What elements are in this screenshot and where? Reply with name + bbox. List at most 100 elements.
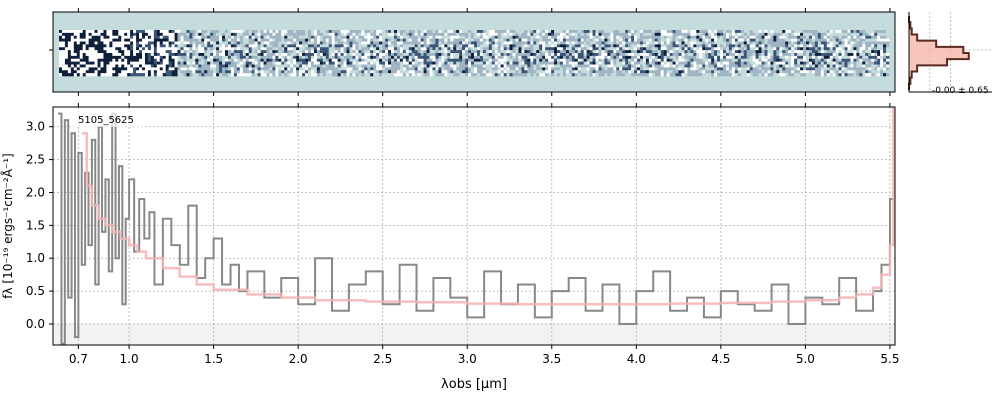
spectrum-2d-pixel — [506, 67, 510, 71]
spectrum-2d-pixel — [559, 70, 564, 74]
spectrum-2d-pixel — [557, 61, 561, 65]
spectrum-2d-pixel — [749, 53, 753, 57]
spectrum-2d-pixel — [230, 55, 235, 60]
spectrum-2d-pixel — [645, 73, 650, 77]
spectrum-2d-pixel — [343, 32, 347, 37]
spectrum-2d-pixel — [548, 55, 552, 60]
spectrum-2d-pixel — [257, 67, 261, 71]
spectrum-2d-pixel — [628, 61, 632, 65]
spectrum-2d-pixel — [153, 44, 158, 48]
spectrum-2d-pixel — [313, 67, 318, 71]
spectrum-2d-pixel — [474, 73, 478, 77]
spectrum-2d-pixel — [388, 38, 392, 42]
spectrum-2d-pixel — [743, 32, 748, 37]
spectrum-2d-pixel — [195, 58, 199, 62]
spectrum-2d-pixel — [838, 53, 842, 57]
spectrum-2d-pixel — [367, 44, 371, 48]
spectrum-2d-pixel — [607, 55, 611, 60]
spectrum-2d-pixel — [791, 58, 795, 62]
spectrum-2d-pixel — [669, 41, 673, 45]
spectrum-2d-pixel — [59, 41, 63, 45]
spectrum-2d-pixel — [100, 70, 104, 74]
spectrum-2d-pixel — [242, 58, 247, 62]
spectrum-2d-pixel — [204, 38, 208, 42]
spectrum-2d-pixel — [844, 38, 848, 42]
spectrum-2d-pixel — [497, 55, 501, 60]
spectrum-2d-pixel — [290, 55, 294, 60]
spectrum-2d-pixel — [642, 73, 647, 77]
spectrum-2d-pixel — [669, 61, 673, 65]
spectrum-2d-pixel — [299, 53, 303, 57]
spectrum-2d-pixel — [690, 38, 694, 42]
spectrum-2d-pixel — [723, 67, 727, 71]
spectrum-2d-pixel — [755, 70, 759, 74]
spectrum-2d-pixel — [207, 58, 211, 62]
spectrum-2d-pixel — [512, 58, 516, 62]
spectrum-2d-pixel — [459, 55, 463, 60]
spectrum-2d-pixel — [319, 47, 324, 51]
spectrum-2d-pixel — [305, 70, 309, 74]
spectrum-2d-pixel — [287, 73, 291, 77]
spectrum-2d-pixel — [222, 30, 226, 34]
spectrum-2d-pixel — [186, 53, 190, 57]
spectrum-2d-pixel — [651, 30, 656, 34]
spectrum-2d-pixel — [678, 55, 682, 60]
spectrum-2d-pixel — [705, 47, 709, 51]
spectrum-2d-pixel — [456, 61, 460, 65]
spectrum-2d-pixel — [251, 41, 255, 45]
spectrum-2d-pixel — [524, 35, 528, 39]
spectrum-2d-pixel — [127, 61, 131, 65]
spectrum-2d-pixel — [471, 73, 475, 77]
spectrum-2d-pixel — [70, 41, 75, 45]
spectrum-2d-pixel — [236, 73, 241, 77]
spectrum-2d-pixel — [728, 38, 733, 42]
spectrum-2d-pixel — [299, 35, 303, 39]
spectrum-2d-pixel — [88, 50, 92, 54]
spectrum-2d-pixel — [530, 64, 534, 68]
spectrum-2d-pixel — [210, 41, 214, 45]
spectrum-2d-pixel — [195, 30, 199, 34]
spectrum-2d-pixel — [281, 67, 285, 71]
spectrum-2d-pixel — [592, 70, 596, 74]
spectrum-2d-pixel — [142, 50, 146, 54]
spectrum-2d-pixel — [660, 64, 665, 68]
spectrum-2d-pixel — [743, 50, 748, 54]
spectrum-2d-pixel — [545, 61, 549, 65]
spectrum-2d-pixel — [305, 44, 309, 48]
spectrum-2d-pixel — [153, 73, 158, 77]
spectrum-2d-pixel — [788, 70, 792, 74]
spectrum-2d-pixel — [331, 38, 335, 42]
spectrum-2d-pixel — [156, 53, 161, 57]
spectrum-2d-pixel — [124, 35, 128, 39]
spectrum-2d-pixel — [272, 55, 276, 60]
spectrum-2d-pixel — [565, 53, 570, 57]
spectrum-2d-pixel — [610, 61, 614, 65]
spectrum-2d-pixel — [479, 58, 484, 62]
spectrum-2d-pixel — [705, 35, 709, 39]
spectrum-2d-pixel — [785, 53, 789, 57]
spectrum-2d-pixel — [204, 70, 208, 74]
spectrum-2d-pixel — [334, 73, 338, 77]
spectrum-2d-pixel — [770, 55, 774, 60]
spectrum-2d-pixel — [219, 38, 223, 42]
spectrum-2d-pixel — [144, 38, 149, 42]
spectrum-2d-pixel — [506, 30, 510, 34]
spectrum-2d-pixel — [737, 53, 742, 57]
spectrum-2d-pixel — [79, 30, 84, 34]
spectrum-2d-pixel — [613, 50, 617, 54]
spectrum-2d-pixel — [773, 35, 777, 39]
spectrum-2d-pixel — [459, 47, 463, 51]
spectrum-2d-pixel — [112, 44, 116, 48]
spectrum-2d-pixel — [266, 44, 270, 48]
spectrum-2d-pixel — [174, 58, 178, 62]
spectrum-2d-pixel — [800, 32, 804, 37]
spectrum-2d-pixel — [352, 70, 356, 74]
spectrum-2d-pixel — [121, 70, 125, 74]
spectrum-2d-pixel — [112, 53, 116, 57]
spectrum-2d-pixel — [666, 61, 670, 65]
spectrum-2d-pixel — [242, 47, 247, 51]
spectrum-2d-pixel — [758, 50, 762, 54]
spectrum-2d-pixel — [850, 47, 854, 51]
spectrum-2d-pixel — [198, 41, 202, 45]
spectrum-2d-pixel — [346, 50, 350, 54]
